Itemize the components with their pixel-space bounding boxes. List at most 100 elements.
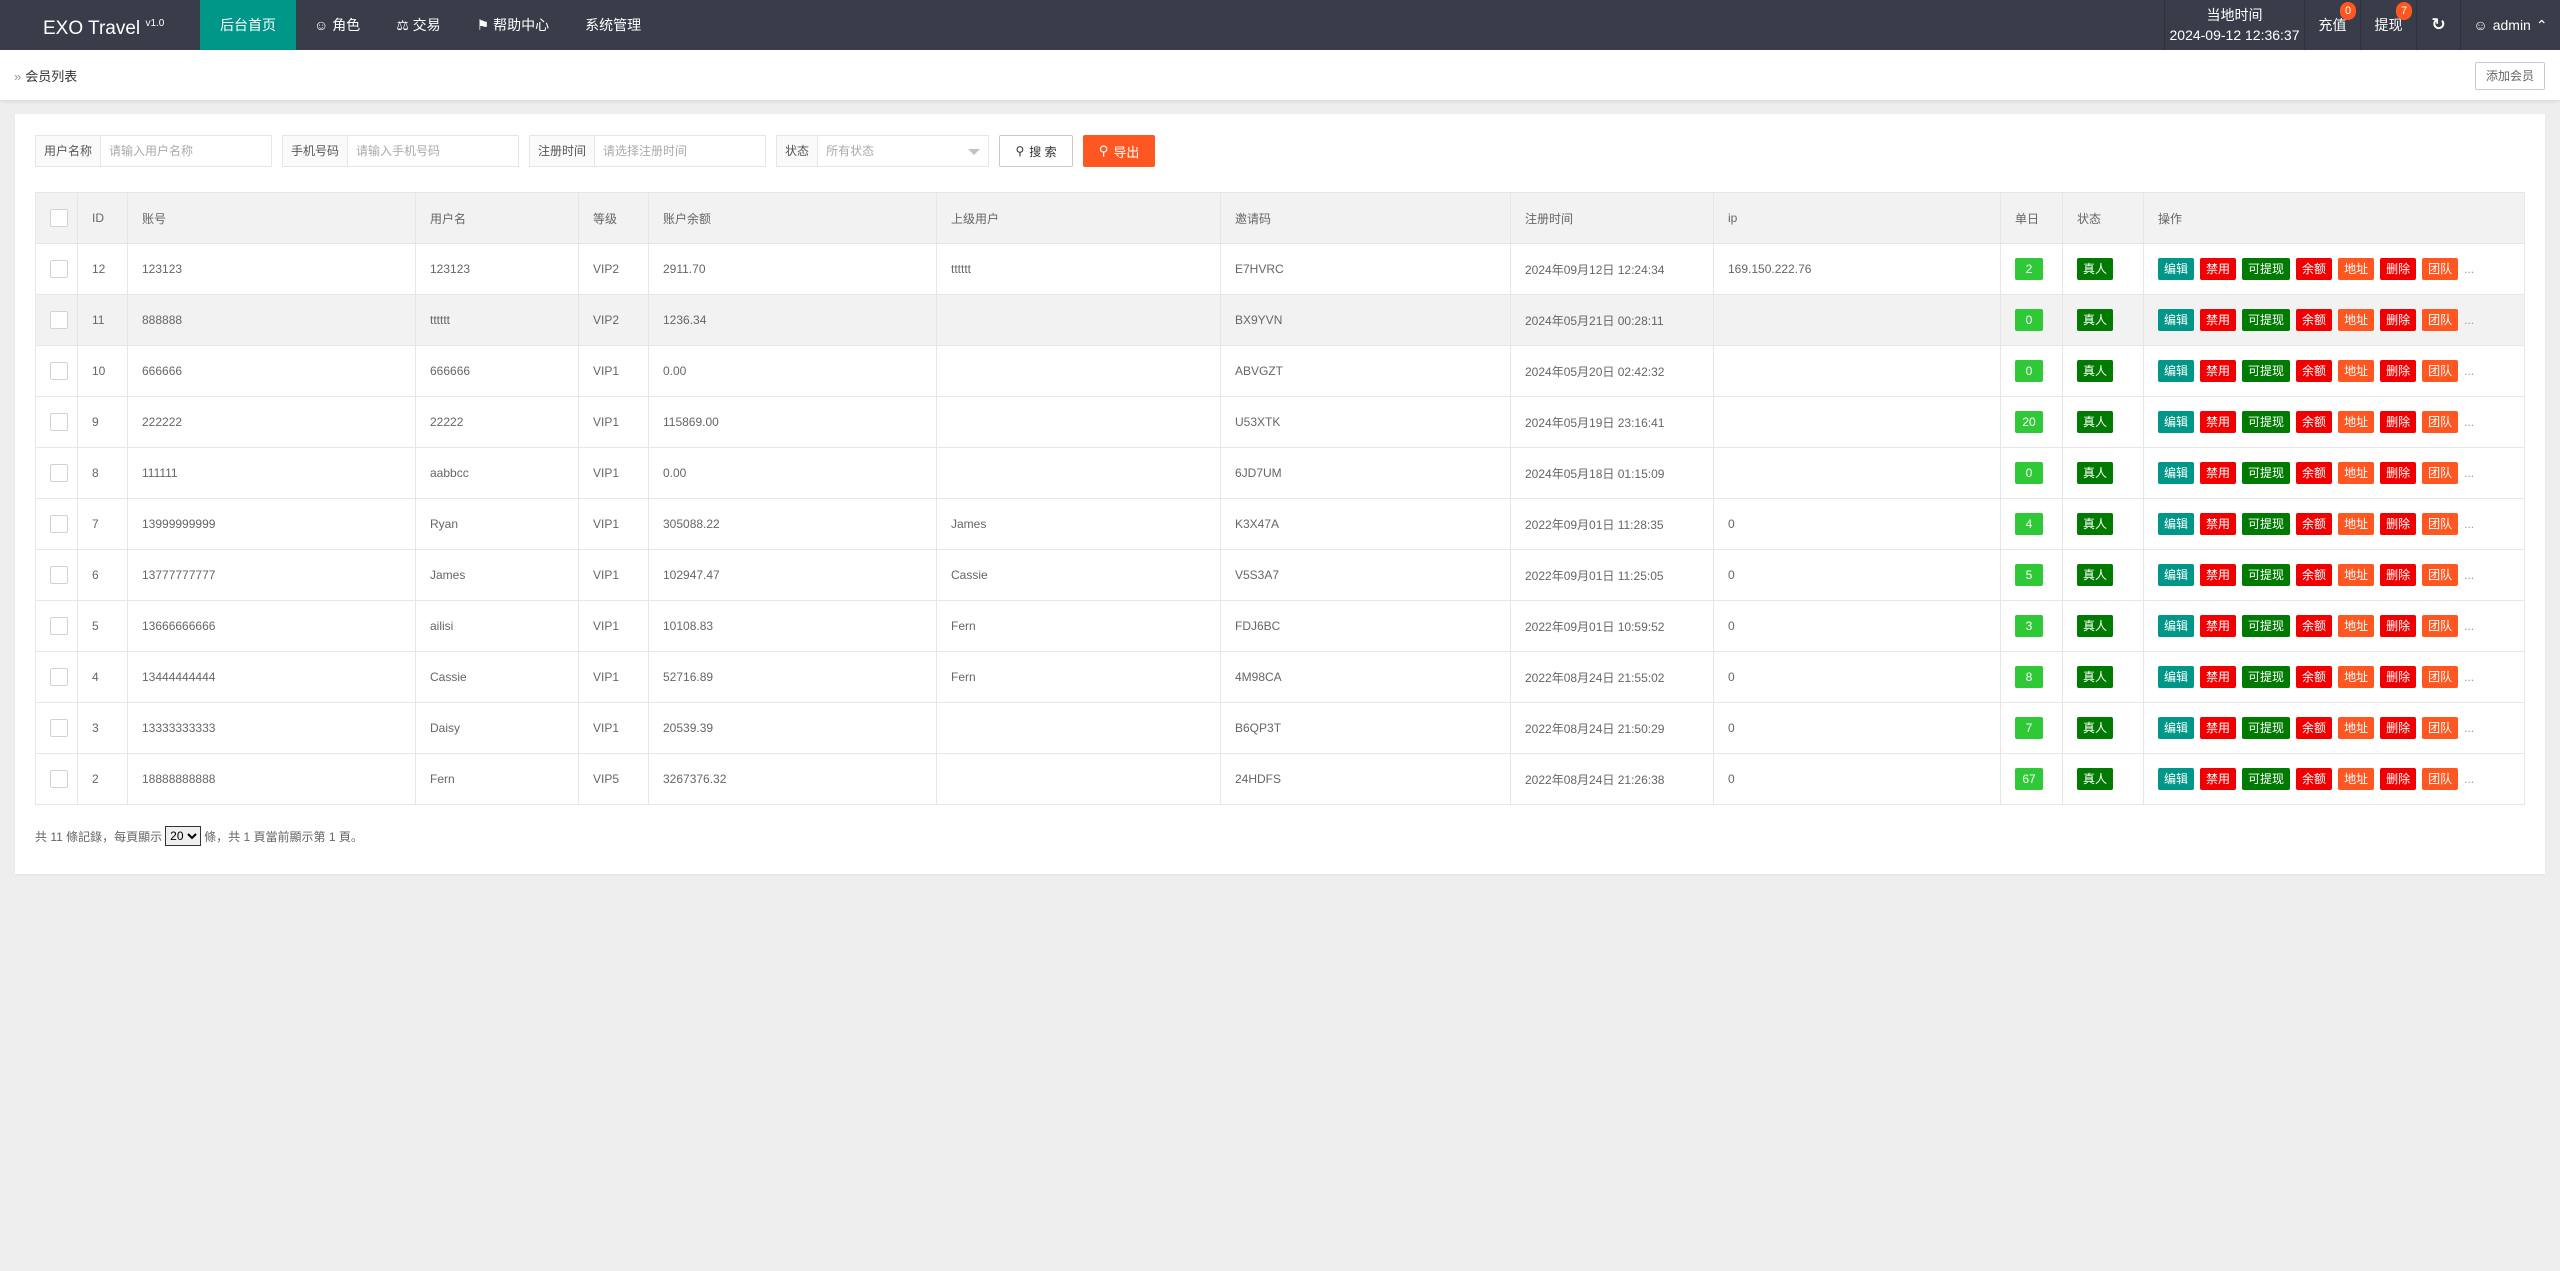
table-row[interactable]: 12 123123 123123 VIP2 2911.70 tttttt E7HVRC 202… [35, 243, 2525, 295]
action-button[interactable]: 团队 [2422, 462, 2459, 484]
nav-home[interactable]: 后台首页 [200, 0, 296, 50]
checkbox[interactable] [50, 617, 68, 635]
phone-input[interactable] [348, 136, 519, 166]
logo[interactable]: EXO Travel v1.0 [43, 0, 164, 53]
row-select[interactable] [35, 498, 78, 550]
action-button[interactable]: 地址 [2338, 360, 2375, 382]
action-button[interactable]: 删除 [2380, 768, 2417, 790]
add-member-button[interactable]: 添加会员 [2475, 62, 2545, 90]
withdraw-button[interactable]: 提现 7 [2360, 0, 2416, 50]
more-actions[interactable]: ... [2464, 466, 2475, 480]
action-button[interactable]: 编辑 [2158, 513, 2195, 535]
action-button[interactable]: 可提现 [2242, 309, 2291, 331]
action-button[interactable]: 禁用 [2200, 411, 2237, 433]
action-button[interactable]: 可提现 [2242, 513, 2291, 535]
search-button[interactable]: ⚲ 搜 索 [999, 135, 1074, 167]
row-select[interactable] [35, 294, 78, 346]
action-button[interactable]: 地址 [2338, 462, 2375, 484]
table-row[interactable]: 11 888888 tttttt VIP2 1236.34 BX9YVN 2024年05月2… [35, 294, 2525, 346]
more-actions[interactable]: ... [2464, 415, 2475, 429]
export-button[interactable]: ⚲ 导出 [1083, 135, 1156, 167]
username-input[interactable] [101, 136, 272, 166]
action-button[interactable]: 禁用 [2200, 513, 2237, 535]
nav-system[interactable]: 系统管理 [567, 0, 659, 50]
page-size-select[interactable]: 20 [165, 826, 202, 846]
action-button[interactable]: 可提现 [2242, 411, 2291, 433]
checkbox[interactable] [50, 209, 68, 227]
action-button[interactable]: 删除 [2380, 309, 2417, 331]
table-row[interactable]: 8 111111 aabbcc VIP1 0.00 6JD7UM 2024年05月18日 0… [35, 447, 2525, 499]
action-button[interactable]: 团队 [2422, 360, 2459, 382]
action-button[interactable]: 可提现 [2242, 360, 2291, 382]
row-select[interactable] [35, 549, 78, 601]
more-actions[interactable]: ... [2464, 313, 2475, 327]
table-row[interactable]: 3 13333333333 Daisy VIP1 20539.39 B6QP3T 2022年… [35, 702, 2525, 754]
action-button[interactable]: 团队 [2422, 258, 2459, 280]
user-menu[interactable]: ☺ admin ⌃ [2460, 0, 2560, 50]
action-button[interactable]: 禁用 [2200, 666, 2237, 688]
nav-help[interactable]: ⚑ 帮助中心 [459, 0, 567, 50]
action-button[interactable]: 可提现 [2242, 258, 2291, 280]
action-button[interactable]: 地址 [2338, 768, 2375, 790]
action-button[interactable]: 余额 [2296, 258, 2333, 280]
action-button[interactable]: 禁用 [2200, 768, 2237, 790]
action-button[interactable]: 可提现 [2242, 462, 2291, 484]
action-button[interactable]: 团队 [2422, 513, 2459, 535]
row-select[interactable] [35, 396, 78, 448]
action-button[interactable]: 地址 [2338, 717, 2375, 739]
action-button[interactable]: 禁用 [2200, 462, 2237, 484]
table-row[interactable]: 2 18888888888 Fern VIP5 3267376.32 24HDFS 2022… [35, 753, 2525, 805]
action-button[interactable]: 可提现 [2242, 666, 2291, 688]
more-actions[interactable]: ... [2464, 670, 2475, 684]
action-button[interactable]: 团队 [2422, 717, 2459, 739]
action-button[interactable]: 余额 [2296, 768, 2333, 790]
action-button[interactable]: 余额 [2296, 717, 2333, 739]
status-select[interactable]: 所有状态 [818, 136, 988, 166]
row-select[interactable] [35, 702, 78, 754]
action-button[interactable]: 编辑 [2158, 462, 2195, 484]
checkbox[interactable] [50, 464, 68, 482]
checkbox[interactable] [50, 770, 68, 788]
action-button[interactable]: 禁用 [2200, 717, 2237, 739]
action-button[interactable]: 禁用 [2200, 258, 2237, 280]
action-button[interactable]: 删除 [2380, 615, 2417, 637]
action-button[interactable]: 编辑 [2158, 768, 2195, 790]
action-button[interactable]: 删除 [2380, 666, 2417, 688]
table-row[interactable]: 5 13666666666 ailisi VIP1 10108.83 Fern FDJ6BC… [35, 600, 2525, 652]
action-button[interactable]: 地址 [2338, 411, 2375, 433]
action-button[interactable]: 禁用 [2200, 360, 2237, 382]
action-button[interactable]: 地址 [2338, 513, 2375, 535]
action-button[interactable]: 禁用 [2200, 615, 2237, 637]
row-select[interactable] [35, 447, 78, 499]
action-button[interactable]: 编辑 [2158, 258, 2195, 280]
action-button[interactable]: 地址 [2338, 564, 2375, 586]
table-row[interactable]: 4 13444444444 Cassie VIP1 52716.89 Fern 4M98CA… [35, 651, 2525, 703]
recharge-button[interactable]: 充值 0 [2304, 0, 2360, 50]
table-row[interactable]: 9 222222 22222 VIP1 115869.00 U53XTK 2024年05月1… [35, 396, 2525, 448]
action-button[interactable]: 删除 [2380, 513, 2417, 535]
checkbox[interactable] [50, 413, 68, 431]
row-select[interactable] [35, 345, 78, 397]
more-actions[interactable]: ... [2464, 364, 2475, 378]
action-button[interactable]: 余额 [2296, 462, 2333, 484]
action-button[interactable]: 地址 [2338, 309, 2375, 331]
action-button[interactable]: 地址 [2338, 615, 2375, 637]
action-button[interactable]: 余额 [2296, 513, 2333, 535]
action-button[interactable]: 编辑 [2158, 564, 2195, 586]
refresh-button[interactable]: ↻ [2416, 0, 2460, 50]
action-button[interactable]: 可提现 [2242, 768, 2291, 790]
action-button[interactable]: 编辑 [2158, 309, 2195, 331]
checkbox[interactable] [50, 668, 68, 686]
more-actions[interactable]: ... [2464, 568, 2475, 582]
action-button[interactable]: 编辑 [2158, 666, 2195, 688]
action-button[interactable]: 编辑 [2158, 360, 2195, 382]
checkbox[interactable] [50, 566, 68, 584]
checkbox[interactable] [50, 260, 68, 278]
nav-roles[interactable]: ☺ 角色 [296, 0, 378, 50]
action-button[interactable]: 删除 [2380, 360, 2417, 382]
action-button[interactable]: 编辑 [2158, 411, 2195, 433]
row-select[interactable] [35, 600, 78, 652]
action-button[interactable]: 余额 [2296, 309, 2333, 331]
action-button[interactable]: 余额 [2296, 666, 2333, 688]
action-button[interactable]: 地址 [2338, 258, 2375, 280]
